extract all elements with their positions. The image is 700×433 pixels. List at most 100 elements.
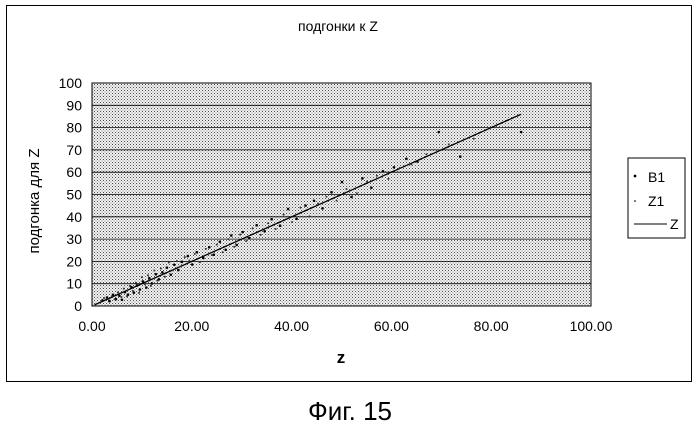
data-point-b1 xyxy=(405,158,408,161)
data-point-z1 xyxy=(336,200,338,202)
data-point-z1 xyxy=(245,240,247,242)
data-point-b1 xyxy=(212,253,215,256)
data-point-b1 xyxy=(459,155,462,158)
data-point-b1 xyxy=(235,244,238,247)
data-point-z1 xyxy=(448,143,450,145)
x-tick-label: 20.00 xyxy=(174,318,209,334)
data-point-z1 xyxy=(317,202,319,204)
data-point-b1 xyxy=(177,269,180,272)
data-point-z1 xyxy=(103,297,105,299)
data-point-z1 xyxy=(123,288,125,290)
data-point-b1 xyxy=(313,199,316,202)
data-point-b1 xyxy=(370,187,373,190)
data-point-z1 xyxy=(138,292,140,294)
data-point-z1 xyxy=(199,261,201,263)
y-tick-label: 0 xyxy=(74,298,82,314)
data-point-z1 xyxy=(111,295,113,297)
data-point-b1 xyxy=(106,296,109,299)
data-point-b1 xyxy=(255,224,258,227)
data-point-z1 xyxy=(117,291,119,293)
data-point-z1 xyxy=(164,276,166,278)
data-point-b1 xyxy=(191,263,194,266)
data-point-b1 xyxy=(202,257,205,260)
data-point-z1 xyxy=(345,188,347,190)
data-point-z1 xyxy=(227,238,229,240)
data-point-b1 xyxy=(361,177,364,180)
data-point-z1 xyxy=(326,196,328,198)
data-point-z1 xyxy=(252,227,254,229)
data-point-b1 xyxy=(304,204,307,207)
data-point-z1 xyxy=(168,262,170,264)
data-point-z1 xyxy=(222,251,224,253)
data-point-b1 xyxy=(101,299,104,302)
data-point-b1 xyxy=(393,166,396,169)
data-point-z1 xyxy=(211,254,213,256)
data-point-z1 xyxy=(267,222,269,224)
data-point-z1 xyxy=(309,215,311,217)
y-tick-label: 40 xyxy=(66,209,82,225)
y-tick-labels: 0102030405060708090100 xyxy=(59,75,83,314)
data-point-z1 xyxy=(283,214,285,216)
data-point-z1 xyxy=(387,178,389,180)
data-point-b1 xyxy=(416,160,419,163)
data-point-z1 xyxy=(144,283,146,285)
data-point-z1 xyxy=(120,296,122,298)
data-point-z1 xyxy=(160,268,162,270)
data-point-b1 xyxy=(241,231,244,234)
data-point-z1 xyxy=(399,167,401,169)
data-point-b1 xyxy=(121,298,124,301)
data-point-b1 xyxy=(166,266,169,269)
y-tick-label: 20 xyxy=(66,253,82,269)
legend-marker-b1 xyxy=(634,175,637,178)
data-point-b1 xyxy=(139,288,142,291)
x-tick-label: 40.00 xyxy=(274,318,309,334)
data-point-b1 xyxy=(187,255,190,258)
data-point-z1 xyxy=(113,298,115,300)
data-point-z1 xyxy=(366,181,368,183)
data-point-b1 xyxy=(341,181,344,184)
data-point-b1 xyxy=(230,234,233,237)
data-point-b1 xyxy=(330,191,333,194)
x-tick-label: 0.00 xyxy=(78,318,105,334)
data-point-z1 xyxy=(376,175,378,177)
y-tick-label: 80 xyxy=(66,120,82,136)
data-point-z1 xyxy=(156,280,158,282)
x-axis-label: z xyxy=(337,348,346,367)
data-point-z1 xyxy=(216,244,218,246)
data-point-b1 xyxy=(142,280,145,283)
x-tick-label: 60.00 xyxy=(374,318,409,334)
data-point-b1 xyxy=(263,230,266,233)
data-point-b1 xyxy=(118,294,121,297)
y-tick-label: 30 xyxy=(66,231,82,247)
data-point-z1 xyxy=(141,276,143,278)
data-point-b1 xyxy=(382,170,385,173)
legend-label-b1: B1 xyxy=(648,169,665,185)
data-point-b1 xyxy=(270,218,273,221)
data-point-b1 xyxy=(148,277,151,280)
data-point-z1 xyxy=(150,285,152,287)
data-point-b1 xyxy=(287,208,290,211)
chart-frame: подгонки к Z 0.0020.0040.0060.0080.00100… xyxy=(6,5,692,382)
data-point-z1 xyxy=(233,246,235,248)
data-point-b1 xyxy=(350,196,353,199)
data-point-z1 xyxy=(425,153,427,155)
data-point-z1 xyxy=(126,295,128,297)
data-point-b1 xyxy=(218,240,221,243)
x-tick-labels: 0.0020.0040.0060.0080.00100.00 xyxy=(78,318,612,334)
data-point-z1 xyxy=(410,163,412,165)
data-point-z1 xyxy=(239,234,241,236)
y-tick-label: 90 xyxy=(66,97,82,113)
data-point-z1 xyxy=(300,207,302,209)
data-point-b1 xyxy=(438,131,441,134)
data-point-z1 xyxy=(260,234,262,236)
data-point-z1 xyxy=(132,290,134,292)
data-point-z1 xyxy=(291,221,293,223)
legend-marker-z1 xyxy=(634,200,636,202)
data-point-b1 xyxy=(151,282,154,285)
y-tick-label: 100 xyxy=(59,75,83,91)
data-point-b1 xyxy=(161,271,164,274)
y-tick-label: 70 xyxy=(66,142,82,158)
data-point-b1 xyxy=(136,284,139,287)
y-tick-label: 50 xyxy=(66,187,82,203)
chart-title: подгонки к Z xyxy=(298,18,378,34)
